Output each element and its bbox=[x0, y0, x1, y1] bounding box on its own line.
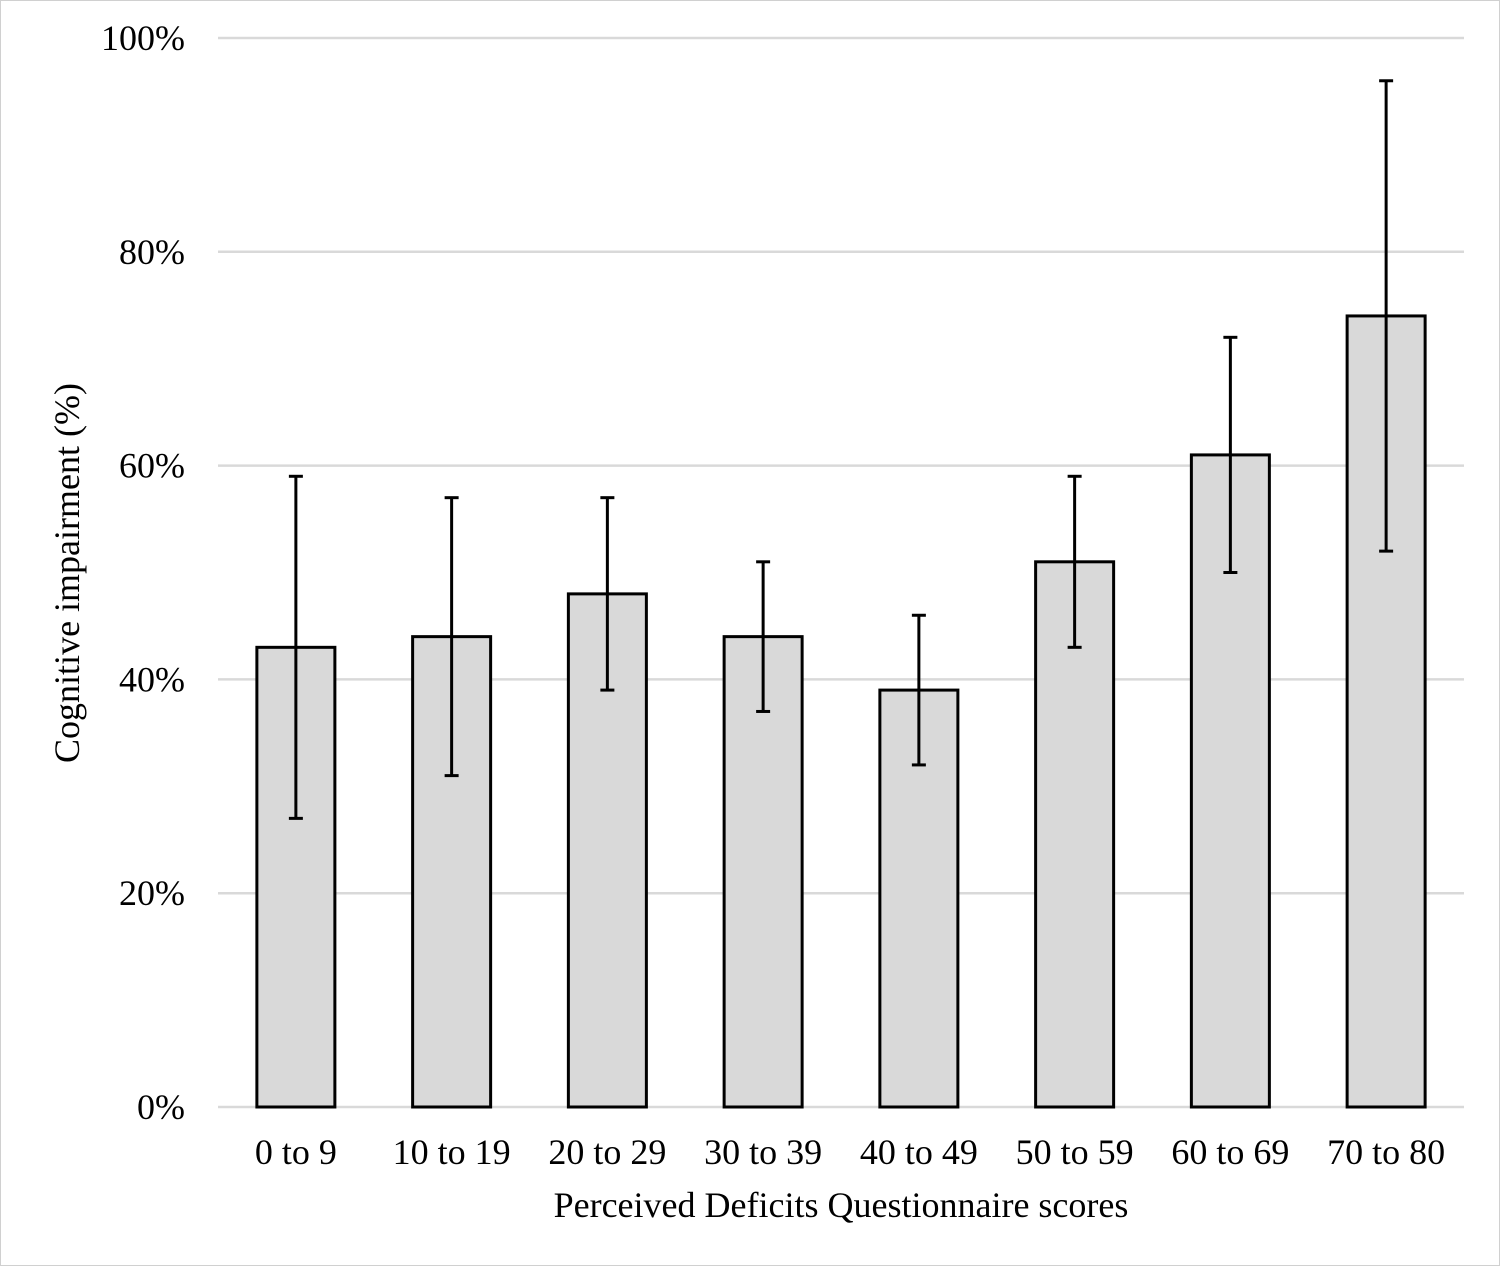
x-tick-label: 50 to 59 bbox=[1016, 1132, 1134, 1172]
error-bars bbox=[288, 79, 1394, 820]
y-tick-label: 80% bbox=[119, 232, 185, 272]
gridlines bbox=[218, 36, 1464, 1109]
y-tick-label: 40% bbox=[119, 659, 185, 699]
x-tick-label: 30 to 39 bbox=[704, 1132, 822, 1172]
x-tick-label: 0 to 9 bbox=[255, 1132, 337, 1172]
y-tick-label: 20% bbox=[119, 873, 185, 913]
bars bbox=[255, 314, 1427, 1109]
x-tick-label: 60 to 69 bbox=[1171, 1132, 1289, 1172]
x-tick-label: 40 to 49 bbox=[860, 1132, 978, 1172]
y-tick-label: 0% bbox=[137, 1087, 185, 1127]
y-tick-label: 100% bbox=[101, 18, 185, 58]
x-axis-title: Perceived Deficits Questionnaire scores bbox=[554, 1185, 1129, 1225]
y-tick-label: 60% bbox=[119, 446, 185, 486]
y-tick-labels: 0% 20% 40% 60% 80% 100% bbox=[101, 18, 185, 1127]
x-tick-label: 10 to 19 bbox=[393, 1132, 511, 1172]
x-tick-labels: 0 to 9 10 to 19 20 to 29 30 to 39 40 to 49 50… bbox=[255, 1132, 1445, 1172]
bar bbox=[1034, 560, 1116, 1109]
x-tick-label: 20 to 29 bbox=[548, 1132, 666, 1172]
y-axis-title: Cognitive impairment (%) bbox=[47, 383, 87, 763]
x-tick-label: 70 to 80 bbox=[1327, 1132, 1445, 1172]
